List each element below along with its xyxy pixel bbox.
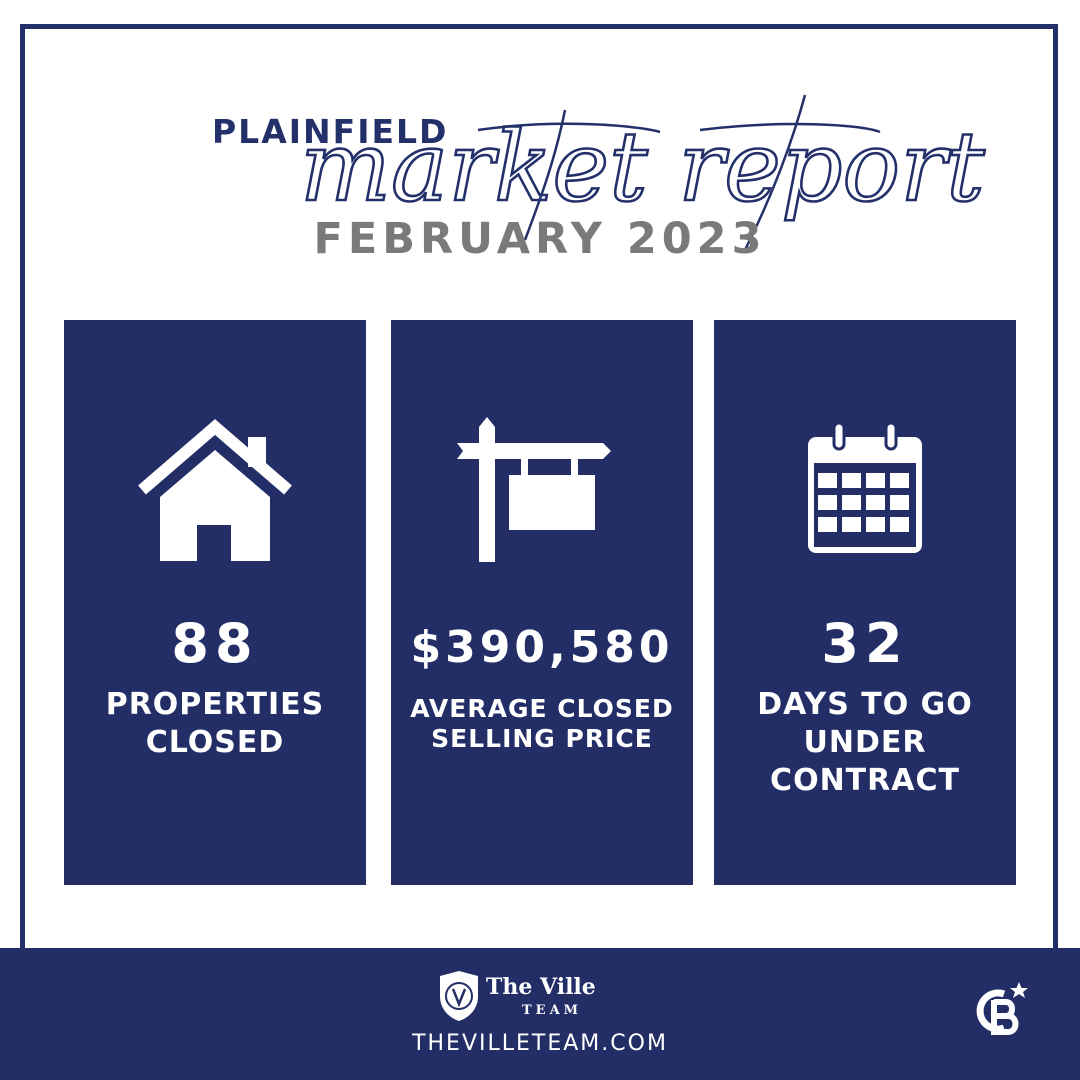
calendar-icon — [808, 421, 922, 553]
page-frame — [20, 24, 1058, 1024]
stat-value: $390,580 — [410, 622, 674, 673]
brand-name: The Ville — [486, 974, 596, 1000]
report-month: FEBRUARY 2023 — [313, 214, 767, 264]
stat-panel-average-price: $390,580 AVERAGE CLOSED SELLING PRICE — [391, 320, 693, 885]
brand-logo: The Ville TEAM — [436, 970, 646, 1022]
stat-label-line: SELLING PRICE — [431, 724, 653, 753]
website-link[interactable]: THEVILLETEAM.COM — [412, 1031, 668, 1056]
stat-label: AVERAGE CLOSED SELLING PRICE — [391, 694, 693, 754]
stat-label: PROPERTIES CLOSED — [64, 686, 366, 762]
stat-label-line: DAYS TO GO — [757, 687, 973, 722]
stat-value: 88 — [171, 612, 259, 675]
city-title: PLAINFIELD — [212, 112, 449, 151]
stat-panel-properties-closed: 88 PROPERTIES CLOSED — [64, 320, 366, 885]
stat-label-line: PROPERTIES — [105, 687, 325, 722]
stat-label-line: CONTRACT — [770, 763, 960, 798]
house-icon — [138, 419, 292, 561]
stat-label-line: UNDER — [803, 725, 927, 760]
stat-label-line: CLOSED — [145, 725, 285, 760]
coldwell-banker-logo — [976, 982, 1028, 1035]
footer: The Ville TEAM THEVILLETEAM.COM — [0, 948, 1080, 1080]
stat-value: 32 — [821, 612, 909, 675]
stat-panel-days-to-contract: 32 DAYS TO GO UNDER CONTRACT — [714, 320, 1016, 885]
brand-sub: TEAM — [522, 1003, 583, 1018]
stat-label: DAYS TO GO UNDER CONTRACT — [714, 686, 1016, 800]
script-title: market report — [299, 94, 986, 251]
stat-label-line: AVERAGE CLOSED — [410, 694, 674, 723]
title-block: PLAINFIELD market report FEBRUARY 2023 — [0, 0, 1080, 300]
for-sale-sign-icon — [457, 417, 611, 562]
shield-icon — [440, 971, 478, 1021]
